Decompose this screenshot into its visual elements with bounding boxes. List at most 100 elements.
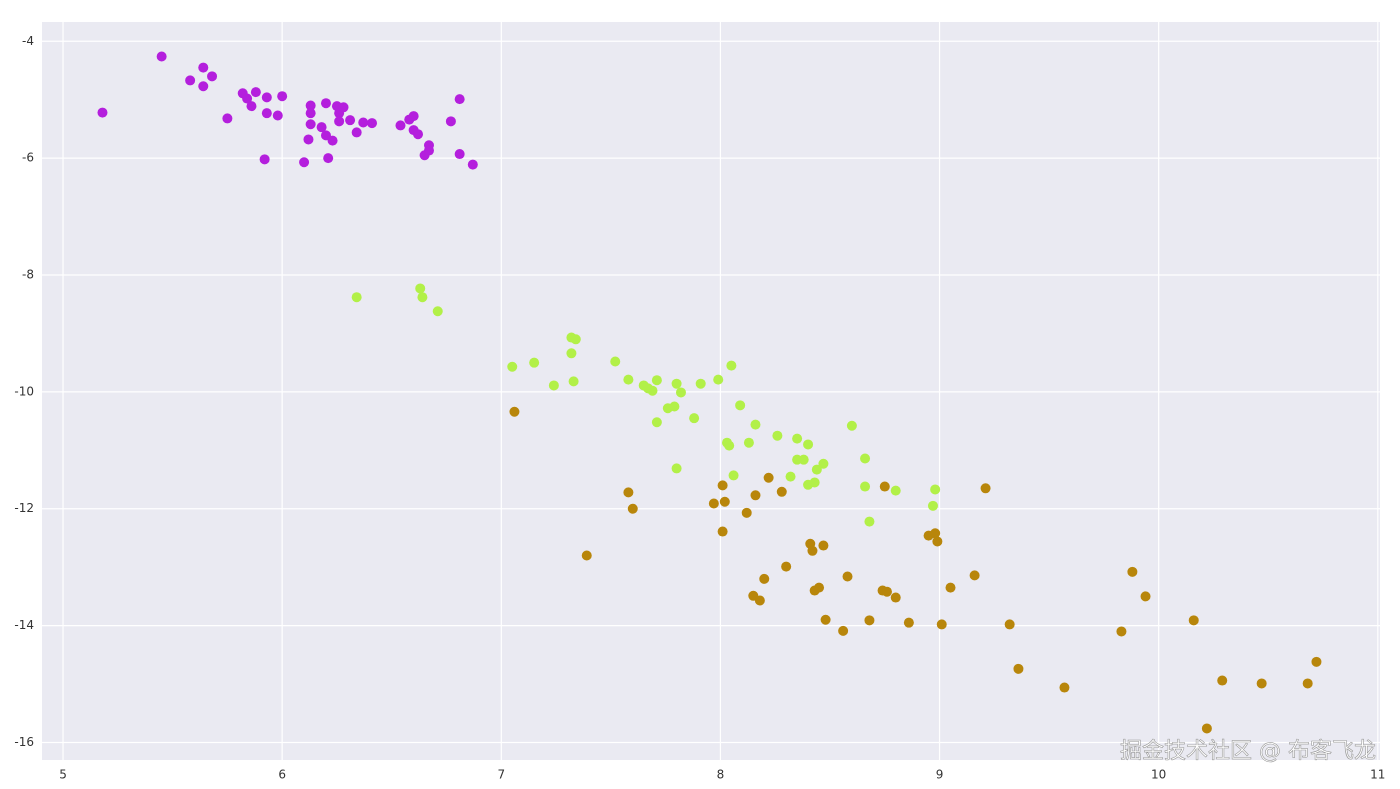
- point: [671, 463, 682, 474]
- point: [358, 117, 369, 128]
- point: [509, 406, 520, 417]
- point: [198, 81, 209, 92]
- point: [936, 619, 947, 630]
- point: [1188, 615, 1199, 626]
- point: [846, 420, 857, 431]
- point: [750, 490, 761, 501]
- point: [842, 571, 853, 582]
- point: [838, 625, 849, 636]
- point: [798, 454, 809, 465]
- y-tick-label: -6: [22, 151, 34, 165]
- point: [610, 356, 621, 367]
- point: [413, 129, 424, 140]
- point: [305, 108, 316, 119]
- point: [445, 116, 456, 127]
- point: [726, 360, 737, 371]
- point: [890, 485, 901, 496]
- point: [305, 100, 316, 111]
- point: [568, 376, 579, 387]
- point: [415, 283, 426, 294]
- y-tick-label: -4: [22, 34, 34, 48]
- point: [408, 111, 419, 122]
- point: [695, 378, 706, 389]
- point: [303, 134, 314, 145]
- x-tick-label: 5: [59, 768, 67, 782]
- watermark: 掘金技术社区 @ 布客飞龙: [1120, 739, 1376, 764]
- point: [811, 464, 822, 475]
- point: [754, 595, 765, 606]
- point: [713, 374, 724, 385]
- y-tick-label: -14: [14, 618, 34, 632]
- x-tick-label: 11: [1370, 768, 1385, 782]
- point: [724, 440, 735, 451]
- point: [881, 586, 892, 597]
- point: [627, 503, 638, 514]
- point: [741, 507, 752, 518]
- point: [809, 477, 820, 488]
- point: [423, 145, 434, 156]
- point: [1140, 591, 1151, 602]
- point: [818, 540, 829, 551]
- point: [792, 433, 803, 444]
- point: [728, 470, 739, 481]
- point: [316, 122, 327, 133]
- point: [1013, 663, 1024, 674]
- points: [97, 51, 1322, 734]
- point: [432, 306, 443, 317]
- point: [207, 71, 218, 82]
- point: [507, 361, 518, 372]
- point: [818, 458, 829, 469]
- point: [222, 113, 233, 124]
- x-tick-label: 6: [278, 768, 286, 782]
- point: [259, 154, 270, 165]
- point: [623, 374, 634, 385]
- point: [367, 118, 378, 129]
- point: [246, 101, 257, 112]
- point: [1127, 566, 1138, 577]
- point: [261, 92, 272, 103]
- point: [772, 430, 783, 441]
- point: [1004, 619, 1015, 630]
- point: [156, 51, 167, 62]
- point: [1201, 723, 1212, 734]
- point: [198, 62, 209, 73]
- point: [864, 615, 875, 626]
- point: [945, 582, 956, 593]
- y-tick-label: -12: [14, 501, 34, 515]
- point: [651, 417, 662, 428]
- y-tick-label: -8: [22, 268, 34, 282]
- point: [969, 570, 980, 581]
- point: [781, 561, 792, 572]
- point: [903, 617, 914, 628]
- point: [930, 484, 941, 495]
- point: [272, 110, 283, 121]
- point: [860, 453, 871, 464]
- point: [759, 573, 770, 584]
- point: [820, 614, 831, 625]
- point: [803, 439, 814, 450]
- point: [570, 334, 581, 345]
- point: [750, 419, 761, 430]
- point: [980, 483, 991, 494]
- point: [807, 545, 818, 556]
- point: [708, 498, 719, 509]
- point: [299, 157, 310, 168]
- point: [417, 292, 428, 303]
- point: [623, 487, 634, 498]
- point: [785, 471, 796, 482]
- plot-area: [42, 22, 1380, 760]
- point: [395, 120, 406, 131]
- point: [647, 385, 658, 396]
- point: [566, 348, 577, 359]
- point: [743, 437, 754, 448]
- point: [338, 102, 349, 113]
- point: [261, 108, 272, 119]
- point: [735, 400, 746, 411]
- point: [454, 149, 465, 160]
- point: [548, 380, 559, 391]
- point: [763, 472, 774, 483]
- point: [651, 375, 662, 386]
- point: [1116, 626, 1127, 637]
- point: [671, 378, 682, 389]
